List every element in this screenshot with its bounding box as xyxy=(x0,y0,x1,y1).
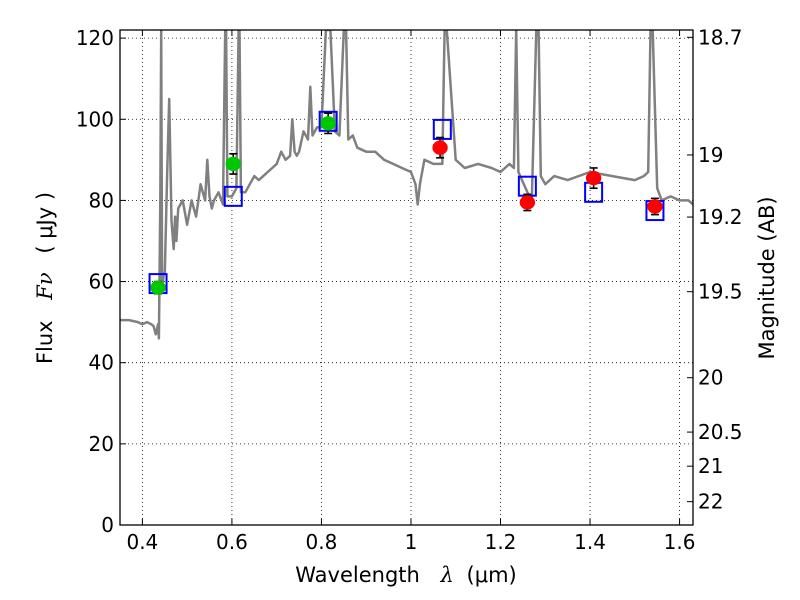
marker-layer xyxy=(148,110,665,295)
x-axis-label-symbol: λ xyxy=(440,563,454,587)
data-point xyxy=(225,156,242,172)
grid xyxy=(120,30,693,525)
data-point xyxy=(150,280,166,295)
x-tick-label: 0.8 xyxy=(306,530,338,554)
x-axis: 0.4 0.6 0.8 1 1.2 1.4 1.6 xyxy=(126,30,695,554)
x-axis-label-text: Wavelength xyxy=(295,563,420,587)
x-axis-label-unit: (μm) xyxy=(467,563,517,587)
magnitude-axis: 18.7 19 19.2 19.5 20 20.5 21 22 xyxy=(687,25,743,514)
y-tick-label: 20 xyxy=(89,432,114,456)
y-tick-label: 60 xyxy=(89,270,114,294)
magnitude-tick-label: 20 xyxy=(698,366,723,390)
magnitude-tick-label: 21 xyxy=(698,454,723,478)
magnitude-tick-label: 19 xyxy=(698,143,723,167)
magnitude-tick-label: 19.5 xyxy=(698,280,743,304)
model-photometry-square xyxy=(223,185,243,207)
data-point xyxy=(432,140,448,155)
x-tick-label: 0.4 xyxy=(126,530,158,554)
magnitude-axis-label: Magnitude (AB) xyxy=(755,196,779,359)
data-point xyxy=(320,116,336,131)
magnitude-tick-label: 19.2 xyxy=(698,205,743,229)
x-tick-label: 1.2 xyxy=(485,530,517,554)
y-tick-label: 80 xyxy=(89,188,114,212)
plot-frame xyxy=(119,29,694,526)
y-axis-label-unit: ( μJy ) xyxy=(33,192,57,254)
y-tick-label: 120 xyxy=(76,26,114,50)
plot-background xyxy=(120,30,693,525)
model-photometry-square xyxy=(432,118,452,140)
x-tick-label: 0.6 xyxy=(216,530,248,554)
magnitude-tick-label: 20.5 xyxy=(698,420,743,444)
x-tick-label: 1 xyxy=(405,530,418,554)
x-tick-label: 1.4 xyxy=(574,530,606,554)
data-point xyxy=(647,199,663,214)
data-point xyxy=(519,195,536,210)
y-axis-label-symbol: Fν xyxy=(33,272,57,301)
magnitude-tick-label: 18.7 xyxy=(698,25,743,49)
y-tick-label: 0 xyxy=(101,513,114,537)
y-tick-label: 40 xyxy=(89,351,114,375)
magnitude-tick-label: 22 xyxy=(698,490,723,514)
y-axis: 0 20 40 60 80 100 120 xyxy=(76,26,126,537)
x-tick-label: 1.6 xyxy=(664,530,696,554)
data-point xyxy=(585,170,602,186)
y-tick-label: 100 xyxy=(76,107,114,131)
y-axis-label: Flux Fν ( μJy ) xyxy=(33,192,57,364)
y-axis-label-text: Flux xyxy=(33,320,57,364)
x-axis-label: Wavelength λ (μm) xyxy=(295,563,516,587)
